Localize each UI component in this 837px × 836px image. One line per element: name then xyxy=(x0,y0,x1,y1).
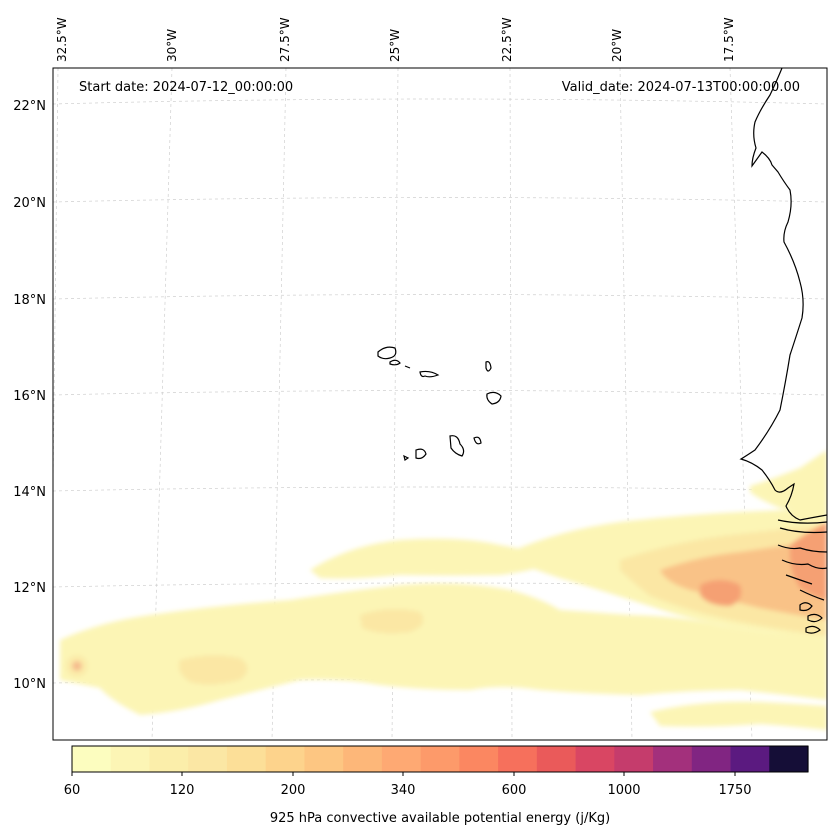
colorbar-cell xyxy=(110,746,151,772)
lon-label-25w: 25°W xyxy=(388,29,402,62)
colorbar-ticks xyxy=(71,772,736,776)
coastlines xyxy=(377,68,827,634)
map-border xyxy=(52,67,828,741)
cape-light-west xyxy=(178,655,248,685)
lat-label-10n: 10°N xyxy=(13,677,46,692)
lon-label-22-5w: 22.5°W xyxy=(500,17,514,62)
parallel-18n xyxy=(53,294,827,300)
colorbar-cell xyxy=(381,746,422,772)
colorbar-cell xyxy=(265,746,306,772)
colorbar-cell xyxy=(188,746,228,772)
colorbar-border xyxy=(71,745,809,773)
colorbar-cell xyxy=(459,746,499,772)
guinea-bissau-coast xyxy=(777,544,827,601)
colorbar: 60 120 200 340 600 1000 1750 925 hPa con… xyxy=(64,745,809,826)
cape-field xyxy=(60,450,827,730)
colorbar-tick-labels: 60 120 200 340 600 1000 1750 xyxy=(64,783,752,798)
island-santa-luzia xyxy=(404,365,411,369)
colorbar-cell xyxy=(226,746,267,772)
colorbar-cell xyxy=(72,746,112,772)
cape-patch-south xyxy=(650,701,827,730)
island-sao-nicolau xyxy=(419,370,440,378)
colorbar-cell xyxy=(691,746,732,772)
island-santiago xyxy=(449,435,465,457)
lon-label-32-5w: 32.5°W xyxy=(55,17,69,62)
colorbar-tick-label: 200 xyxy=(281,783,306,798)
colorbar-cell xyxy=(304,746,344,772)
lat-label-18n: 18°N xyxy=(13,293,46,308)
island-maio xyxy=(473,436,482,445)
island-boa-vista xyxy=(486,391,502,405)
latitude-labels: 22°N 20°N 18°N 16°N 14°N 12°N 10°N xyxy=(13,99,46,692)
colorbar-cell xyxy=(653,746,693,772)
island-sao-vicente xyxy=(389,359,401,366)
lon-label-17-5w: 17.5°W xyxy=(722,17,736,62)
island-santo-antao xyxy=(377,346,397,360)
parallel-16n xyxy=(53,390,827,396)
start-date-label: Start date: 2024-07-12_00:00:00 xyxy=(79,80,293,95)
africa-coastline xyxy=(739,68,827,521)
island-sal xyxy=(485,361,492,372)
colorbar-tick-label: 1750 xyxy=(718,783,751,798)
colorbar-cell xyxy=(730,746,770,772)
island-fogo xyxy=(415,448,427,460)
colorbar-cell xyxy=(343,746,383,772)
cape-band-north xyxy=(310,538,560,579)
cape-red-halo xyxy=(66,655,88,677)
colorbar-tick-label: 1000 xyxy=(607,783,640,798)
colorbar-tick-label: 120 xyxy=(170,783,195,798)
bijagos-islands xyxy=(799,602,823,634)
colorbar-cell xyxy=(575,746,615,772)
cape-patch-coast xyxy=(750,450,827,511)
longitude-labels: 32.5°W 30°W 27.5°W 25°W 22.5°W 20°W 17.5… xyxy=(55,17,736,62)
colorbar-title: 925 hPa convective available potential e… xyxy=(270,811,610,826)
lat-label-22n: 22°N xyxy=(13,99,46,114)
lon-label-27-5w: 27.5°W xyxy=(278,17,292,62)
colorbar-tick-label: 60 xyxy=(64,783,81,798)
meridian-32-5w xyxy=(53,68,59,518)
valid-date-label: Valid_date: 2024-07-13T00:00:00.00 xyxy=(562,80,800,95)
parallel-22n xyxy=(53,98,827,105)
colorbar-cell xyxy=(769,746,809,772)
cape-light-mid xyxy=(360,609,424,634)
colorbar-cell xyxy=(614,746,654,772)
colorbar-cell xyxy=(420,746,460,772)
cape-salmon-coast xyxy=(789,522,827,600)
cape-salmon-core xyxy=(700,580,742,606)
lat-label-16n: 16°N xyxy=(13,389,46,404)
gambia-estuary xyxy=(777,519,827,534)
lon-label-30w: 30°W xyxy=(165,29,179,62)
cape-band-western xyxy=(60,583,827,715)
colorbar-cells xyxy=(72,746,809,772)
colorbar-cell xyxy=(536,746,577,772)
parallel-12n xyxy=(53,582,827,588)
colorbar-cell xyxy=(149,746,189,772)
colorbar-tick-label: 340 xyxy=(391,783,416,798)
parallel-14n xyxy=(53,486,827,492)
colorbar-cell xyxy=(498,746,538,772)
parallel-20n xyxy=(53,197,827,203)
lat-label-12n: 12°N xyxy=(13,581,46,596)
lon-label-20w: 20°W xyxy=(610,29,624,62)
lat-label-20n: 20°N xyxy=(13,196,46,211)
cape-orange-east xyxy=(660,540,827,620)
lat-label-14n: 14°N xyxy=(13,485,46,500)
island-brava xyxy=(403,454,410,461)
colorbar-tick-label: 600 xyxy=(502,783,527,798)
